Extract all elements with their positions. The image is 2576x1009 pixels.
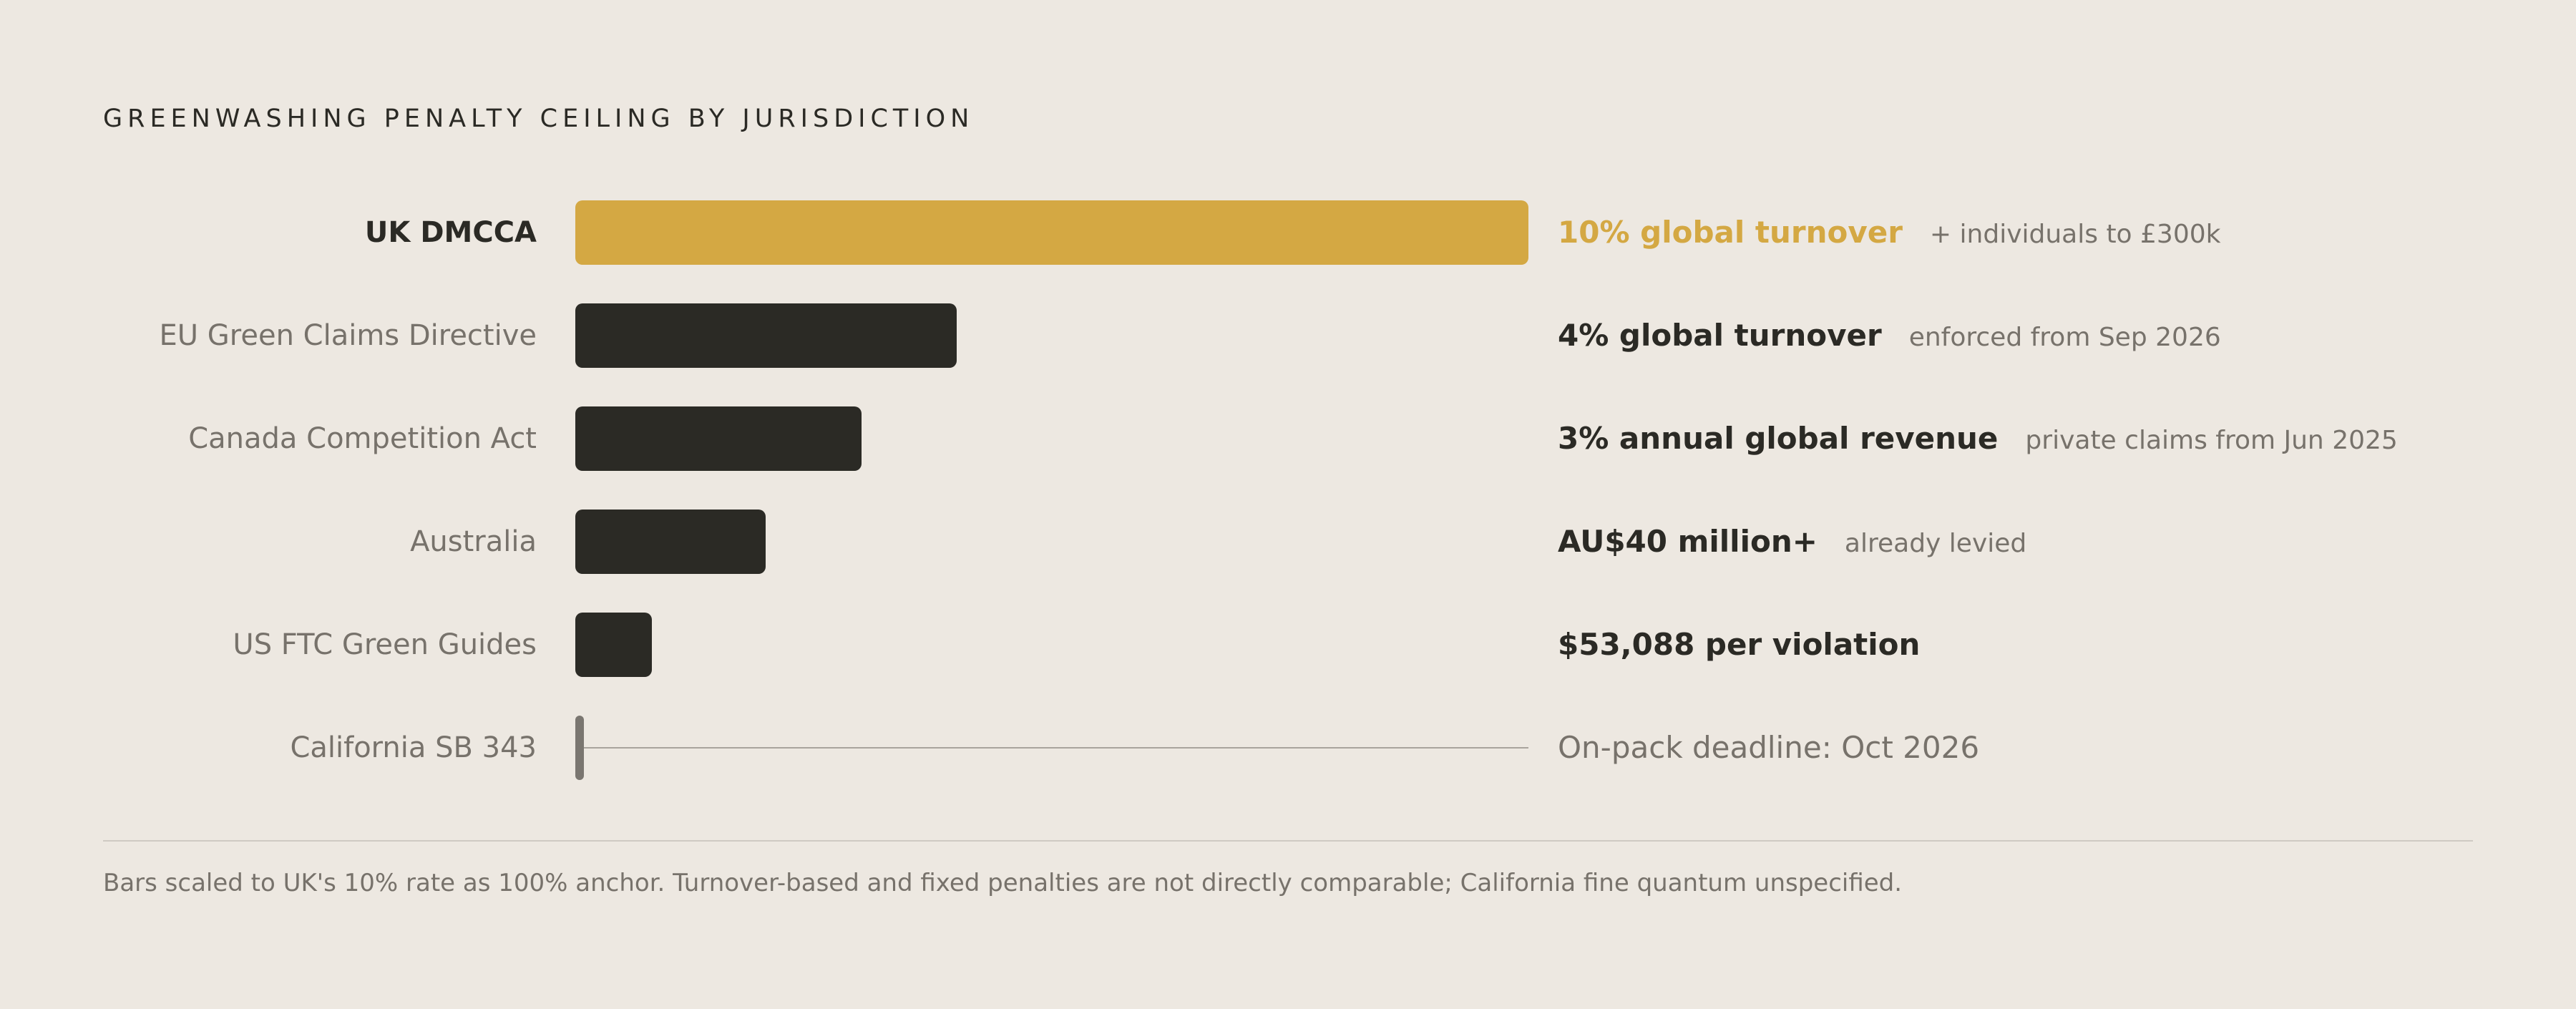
unspecified-track-line: [575, 747, 1528, 749]
value-note: + individuals to £300k: [1929, 220, 2221, 249]
bar: [575, 406, 862, 471]
divider: [103, 840, 2473, 842]
value-label: $53,088 per violation: [1558, 627, 1921, 662]
value-group: AU$40 million+ already levied: [1558, 510, 2026, 574]
chart-row: Australia AU$40 million+ already levied: [0, 510, 2576, 574]
category-label: Canada Competition Act: [188, 422, 537, 455]
value-group: 3% annual global revenue private claims f…: [1558, 406, 2398, 471]
category-label: California SB 343: [290, 731, 537, 764]
value-note: already levied: [1844, 529, 2027, 558]
chart-row: EU Green Claims Directive 4% global turno…: [0, 303, 2576, 368]
chart-title: GREENWASHING PENALTY CEILING BY JURISDIC…: [103, 104, 975, 133]
footnote: Bars scaled to UK's 10% rate as 100% anc…: [103, 869, 1903, 897]
chart-row: Canada Competition Act 3% annual global r…: [0, 406, 2576, 471]
value-label: 10% global turnover: [1558, 215, 1903, 250]
value-note: private claims from Jun 2025: [2025, 426, 2398, 455]
value-group: 4% global turnover enforced from Sep 2026: [1558, 303, 2221, 368]
category-label: Australia: [410, 525, 537, 558]
category-label: US FTC Green Guides: [233, 628, 537, 661]
bar: [575, 200, 1528, 265]
value-label: 4% global turnover: [1558, 318, 1882, 353]
bar: [575, 510, 766, 574]
category-label: EU Green Claims Directive: [159, 319, 537, 352]
category-label: UK DMCCA: [364, 216, 537, 249]
value-group: $53,088 per violation: [1558, 613, 1920, 677]
bar: [575, 303, 957, 368]
value-group: On-pack deadline: Oct 2026: [1558, 716, 1979, 780]
chart-row: UK DMCCA 10% global turnover + individuals…: [0, 200, 2576, 265]
value-label: 3% annual global revenue: [1558, 421, 1999, 456]
value-label: On-pack deadline: Oct 2026: [1558, 730, 1980, 765]
bar: [575, 613, 652, 677]
value-note: enforced from Sep 2026: [1908, 323, 2221, 352]
chart-row: US FTC Green Guides $53,088 per violation: [0, 613, 2576, 677]
chart-row: California SB 343 On-pack deadline: Oct 2…: [0, 716, 2576, 780]
value-group: 10% global turnover + individuals to £300…: [1558, 200, 2221, 265]
value-label: AU$40 million+: [1558, 524, 1818, 559]
unspecified-marker: [575, 716, 584, 780]
